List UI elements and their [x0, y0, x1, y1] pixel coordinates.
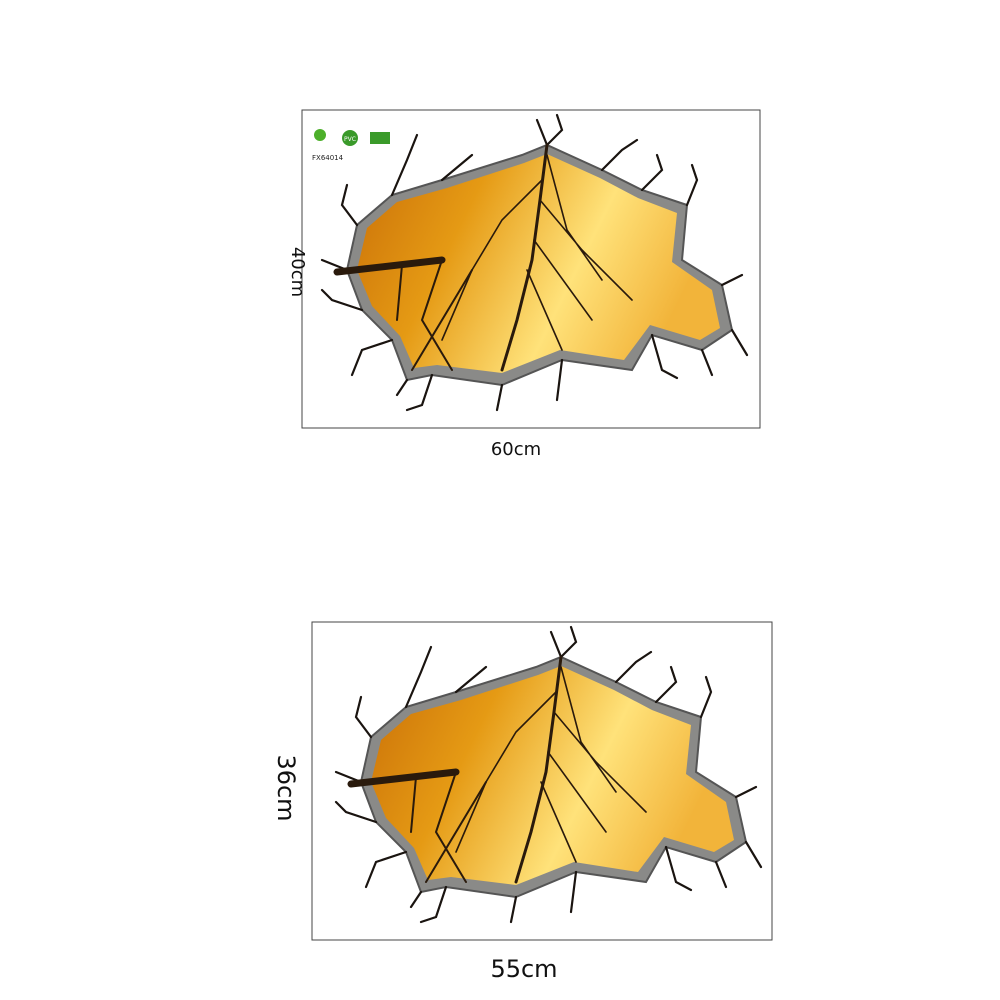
product-code: FX64014 [312, 154, 344, 162]
height-label: 40cm [287, 247, 308, 297]
width-label: 60cm [491, 439, 541, 460]
logo [314, 129, 326, 141]
height-label: 36cm [272, 754, 300, 821]
width-label: 55cm [490, 955, 557, 983]
badge-icon [370, 132, 390, 144]
badge-icon [342, 130, 358, 146]
badge: PVC [344, 136, 356, 143]
